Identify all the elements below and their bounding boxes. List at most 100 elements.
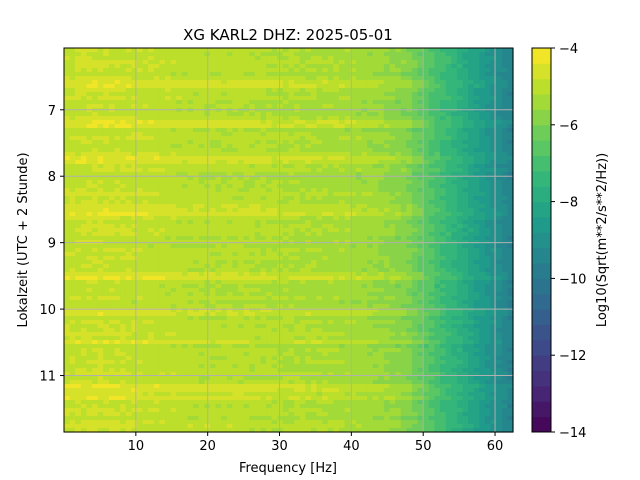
heatmap-cell: [266, 260, 273, 265]
heatmap-cell: [490, 180, 497, 185]
heatmap-cell: [389, 152, 396, 157]
heatmap-cell: [226, 104, 233, 109]
heatmap-cell: [462, 168, 469, 173]
heatmap-cell: [232, 252, 239, 257]
heatmap-cell: [294, 100, 301, 105]
heatmap-cell: [120, 100, 127, 105]
heatmap-cell: [277, 80, 284, 85]
heatmap-cell: [215, 72, 222, 77]
heatmap-cell: [226, 284, 233, 289]
heatmap-cell: [350, 180, 357, 185]
heatmap-cell: [288, 52, 295, 57]
heatmap-cell: [193, 276, 200, 281]
heatmap-cell: [254, 216, 262, 221]
heatmap-cell: [468, 56, 475, 61]
heatmap-cell: [411, 100, 419, 105]
heatmap-cell: [378, 84, 385, 89]
heatmap-cell: [215, 108, 222, 113]
heatmap-cell: [266, 164, 273, 169]
heatmap-cell: [434, 128, 441, 133]
heatmap-cell: [209, 112, 217, 117]
heatmap-cell: [249, 188, 256, 193]
heatmap-cell: [108, 100, 116, 105]
heatmap-cell: [378, 228, 385, 233]
heatmap-cell: [136, 52, 144, 57]
heatmap-cell: [462, 104, 469, 109]
heatmap-cell: [490, 292, 497, 297]
heatmap-cell: [288, 180, 295, 185]
heatmap-cell: [254, 64, 262, 69]
heatmap-cell: [125, 140, 132, 145]
heatmap-cell: [507, 116, 514, 121]
heatmap-cell: [148, 224, 155, 229]
heatmap-cell: [221, 64, 228, 69]
heatmap-cell: [288, 156, 295, 161]
heatmap-cell: [108, 292, 116, 297]
heatmap-cell: [86, 172, 93, 177]
heatmap-cell: [344, 60, 351, 65]
heatmap-cell: [232, 96, 239, 101]
heatmap-cell: [473, 120, 480, 125]
heatmap-cell: [423, 112, 430, 117]
heatmap-cell: [490, 120, 497, 125]
heatmap-cell: [288, 60, 295, 65]
heatmap-cell: [232, 100, 239, 105]
heatmap-cell: [400, 48, 407, 53]
heatmap-cell: [159, 100, 166, 105]
heatmap-cell: [80, 132, 88, 137]
heatmap-cell: [159, 192, 166, 197]
heatmap-cell: [310, 236, 318, 241]
heatmap-cell: [86, 100, 93, 105]
heatmap-cell: [237, 160, 245, 165]
heatmap-cell: [496, 144, 503, 149]
heatmap-cell: [148, 228, 155, 233]
heatmap-cell: [355, 52, 363, 57]
heatmap-cell: [322, 128, 329, 133]
heatmap-cell: [350, 124, 357, 129]
heatmap-cell: [249, 96, 256, 101]
heatmap-cell: [490, 280, 497, 285]
heatmap-cell: [92, 236, 99, 241]
heatmap-cell: [165, 92, 172, 97]
heatmap-cell: [411, 84, 419, 89]
heatmap-cell: [411, 96, 419, 101]
heatmap-cell: [260, 292, 267, 297]
heatmap-cell: [193, 236, 200, 241]
heatmap-cell: [305, 232, 312, 237]
heatmap-cell: [114, 264, 121, 269]
heatmap-cell: [294, 260, 301, 265]
heatmap-cell: [417, 232, 424, 237]
heatmap-cell: [142, 80, 149, 85]
heatmap-cell: [389, 204, 396, 209]
heatmap-cell: [316, 256, 323, 261]
heatmap-cell: [153, 236, 161, 241]
heatmap-cell: [451, 168, 458, 173]
heatmap-cell: [327, 256, 334, 261]
heatmap-cell: [333, 268, 340, 273]
heatmap-cell: [136, 56, 144, 61]
heatmap-cell: [131, 124, 138, 129]
heatmap-cell: [423, 92, 430, 97]
heatmap-cell: [221, 96, 228, 101]
heatmap-cell: [288, 168, 295, 173]
heatmap-cell: [187, 104, 194, 109]
heatmap-cell: [501, 200, 508, 205]
heatmap-cell: [260, 132, 267, 137]
heatmap-cell: [165, 228, 172, 233]
heatmap-cell: [209, 144, 217, 149]
heatmap-cell: [473, 116, 480, 121]
heatmap-cell: [103, 100, 110, 105]
heatmap-cell: [120, 80, 127, 85]
heatmap-cell: [209, 84, 217, 89]
heatmap-cell: [69, 68, 76, 73]
heatmap-cell: [372, 176, 379, 181]
heatmap-cell: [350, 104, 357, 109]
heatmap-cell: [316, 280, 323, 285]
heatmap-cell: [215, 236, 222, 241]
heatmap-cell: [428, 264, 436, 269]
heatmap-cell: [198, 124, 205, 129]
heatmap-cell: [350, 68, 357, 73]
heatmap-cell: [131, 164, 138, 169]
heatmap-cell: [170, 244, 177, 249]
heatmap-cell: [159, 280, 166, 285]
